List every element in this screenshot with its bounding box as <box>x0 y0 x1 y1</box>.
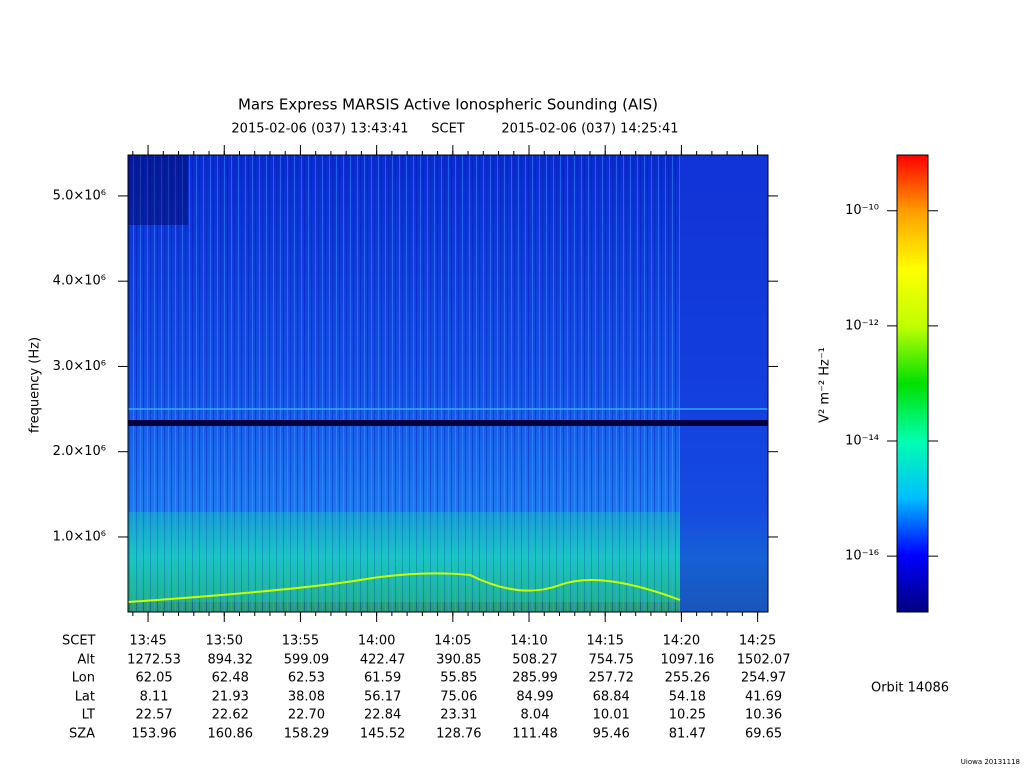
ephemeris-value: 160.86 <box>208 727 254 742</box>
ephemeris-value: 56.17 <box>364 690 401 705</box>
ephemeris-value: 55.85 <box>440 671 477 686</box>
ephemeris-value: 75.06 <box>440 690 477 705</box>
ephemeris-value: 111.48 <box>512 727 558 742</box>
ephemeris-value: 95.46 <box>593 727 630 742</box>
y-tick-label: 4.0×10⁶ <box>53 274 106 289</box>
x-tick-label: 14:15 <box>586 634 623 649</box>
ephemeris-value: 1097.16 <box>661 653 715 668</box>
ephemeris-row-label: SZA <box>69 727 95 742</box>
time-system: SCET <box>431 122 465 137</box>
x-tick-label: 13:50 <box>206 634 243 649</box>
ephemeris-value: 10.01 <box>593 708 630 723</box>
chart-title: Mars Express MARSIS Active Ionospheric S… <box>238 96 658 114</box>
ephemeris-row-label: SCET <box>62 634 96 649</box>
colorbar-label: V² m⁻² Hz⁻¹ <box>818 347 833 423</box>
ephemeris-value: 158.29 <box>284 727 330 742</box>
y-tick-label: 1.0×10⁶ <box>53 529 106 544</box>
ephemeris-value: 508.27 <box>512 653 558 668</box>
ephemeris-value: 257.72 <box>588 671 634 686</box>
colorbar-tick-label: 10⁻¹⁴ <box>845 434 879 449</box>
x-tick-label: 14:25 <box>739 634 776 649</box>
ephemeris-value: 1502.07 <box>737 653 791 668</box>
ephemeris-value: 128.76 <box>436 727 482 742</box>
ephemeris-value: 84.99 <box>516 690 553 705</box>
ephemeris-value: 68.84 <box>593 690 630 705</box>
x-tick-label: 14:05 <box>434 634 471 649</box>
colorbar <box>896 154 929 613</box>
plot-frame <box>127 154 769 613</box>
x-tick-label: 14:00 <box>358 634 395 649</box>
ephemeris-value: 61.59 <box>364 671 401 686</box>
ephemeris-value: 422.47 <box>360 653 406 668</box>
y-axis-label: frequency (Hz) <box>28 337 43 433</box>
ephemeris-value: 22.84 <box>364 708 401 723</box>
ephemeris-value: 255.26 <box>665 671 711 686</box>
orbit-label: Orbit 14086 <box>871 681 949 696</box>
ephemeris-value: 41.69 <box>745 690 782 705</box>
x-tick-label: 14:20 <box>663 634 700 649</box>
ephemeris-value: 21.93 <box>212 690 249 705</box>
ephemeris-value: 69.65 <box>745 727 782 742</box>
ephemeris-value: 22.62 <box>212 708 249 723</box>
colorbar-tick-label: 10⁻¹⁶ <box>845 549 879 564</box>
ephemeris-value: 8.04 <box>521 708 550 723</box>
end-time: 2015-02-06 (037) 14:25:41 <box>501 122 678 137</box>
x-tick-label: 14:10 <box>510 634 547 649</box>
ephemeris-value: 1272.53 <box>127 653 181 668</box>
ephemeris-value: 254.97 <box>741 671 787 686</box>
ephemeris-value: 22.57 <box>135 708 172 723</box>
ephemeris-value: 62.48 <box>212 671 249 686</box>
ephemeris-value: 62.53 <box>288 671 325 686</box>
ephemeris-value: 153.96 <box>131 727 177 742</box>
y-tick-label: 5.0×10⁶ <box>53 188 106 203</box>
ephemeris-value: 54.18 <box>669 690 706 705</box>
colorbar-tick-label: 10⁻¹² <box>845 318 879 333</box>
y-tick-label: 2.0×10⁶ <box>53 444 106 459</box>
ephemeris-value: 599.09 <box>284 653 330 668</box>
ephemeris-value: 285.99 <box>512 671 558 686</box>
ephemeris-value: 10.36 <box>745 708 782 723</box>
x-tick-label: 13:45 <box>129 634 166 649</box>
ephemeris-value: 390.85 <box>436 653 482 668</box>
ephemeris-value: 8.11 <box>140 690 169 705</box>
ephemeris-value: 81.47 <box>669 727 706 742</box>
ephemeris-value: 62.05 <box>135 671 172 686</box>
credit: Uiowa 20131118 <box>961 758 1020 766</box>
ephemeris-value: 145.52 <box>360 727 406 742</box>
ephemeris-row-label: LT <box>82 708 95 723</box>
ephemeris-row-label: Lon <box>72 671 95 686</box>
ephemeris-value: 894.32 <box>208 653 254 668</box>
ephemeris-value: 23.31 <box>440 708 477 723</box>
x-tick-label: 13:55 <box>282 634 319 649</box>
start-time: 2015-02-06 (037) 13:43:41 <box>231 122 408 137</box>
colorbar-tick-label: 10⁻¹⁰ <box>845 203 879 218</box>
ephemeris-value: 10.25 <box>669 708 706 723</box>
ephemeris-value: 754.75 <box>588 653 634 668</box>
ephemeris-value: 38.08 <box>288 690 325 705</box>
ephemeris-row-label: Alt <box>77 653 95 668</box>
y-tick-label: 3.0×10⁶ <box>53 359 106 374</box>
ephemeris-row-label: Lat <box>75 690 95 705</box>
ephemeris-value: 22.70 <box>288 708 325 723</box>
spectrogram-image <box>127 155 768 612</box>
